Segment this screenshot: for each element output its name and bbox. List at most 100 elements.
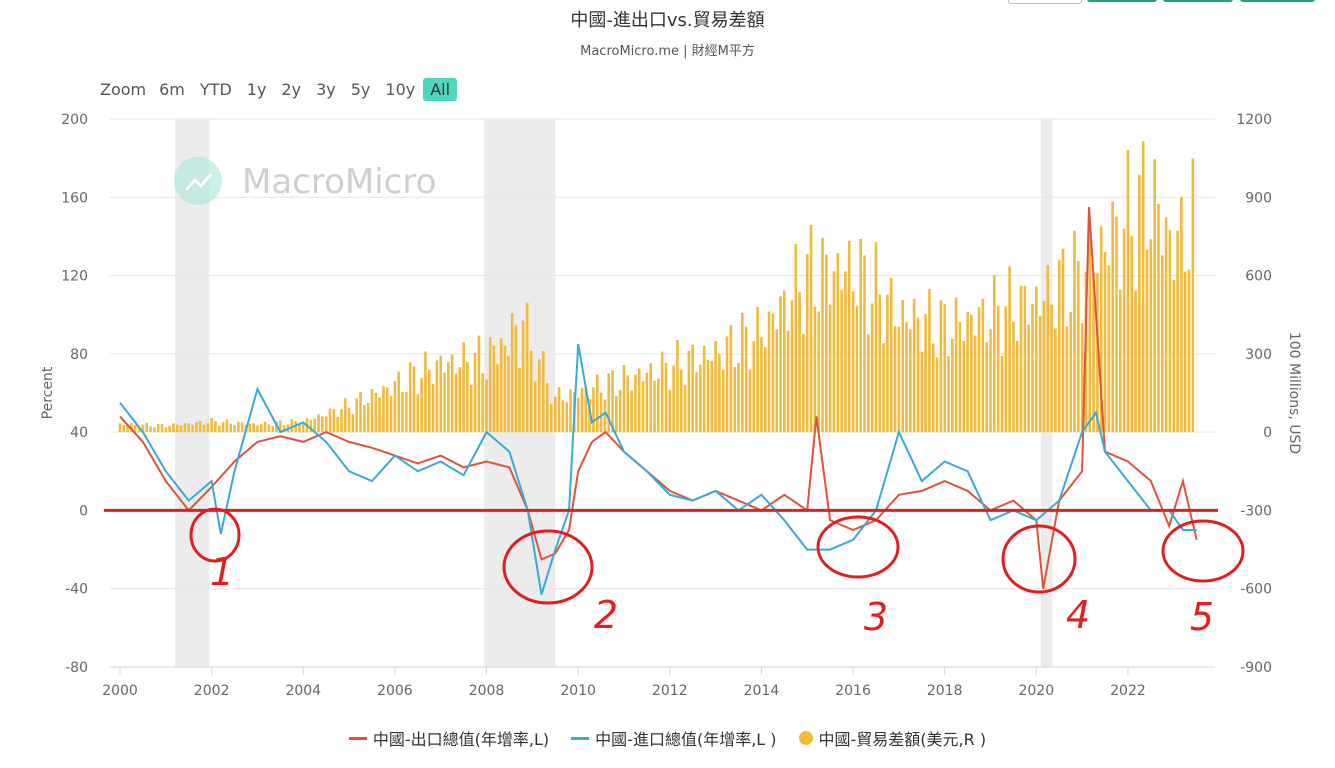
balance-bar [1080, 323, 1084, 433]
top-button-b[interactable] [1163, 0, 1233, 2]
legend-item-import[interactable]: 中國-進口總值(年增率,L ) [571, 726, 777, 750]
balance-bar [699, 364, 702, 433]
legend-item-balance[interactable]: 中國-貿易差額(美元,R ) [798, 726, 986, 750]
balance-bar [1099, 226, 1103, 433]
balance-bar [240, 422, 244, 433]
y-right-tick-label: -300 [1240, 503, 1272, 519]
x-tick-label: 2004 [285, 683, 321, 699]
balance-bar [217, 425, 221, 433]
balance-bar [145, 422, 149, 433]
balance-bar [420, 378, 423, 433]
range-button-6m[interactable]: 6m [152, 78, 192, 101]
balance-bar [1153, 159, 1156, 433]
balance-bar [370, 388, 374, 433]
balance-bar [1073, 230, 1076, 433]
balance-bar [901, 300, 904, 433]
range-button-2y[interactable]: 2y [274, 78, 308, 101]
balance-bar [233, 425, 236, 433]
top-button-print[interactable] [1008, 0, 1082, 4]
balance-bar [847, 240, 851, 433]
balance-bar [1015, 340, 1019, 433]
balance-bar [744, 326, 748, 433]
balance-bar [687, 350, 691, 433]
balance-bar [412, 366, 416, 433]
balance-bar [179, 425, 183, 433]
recession-band [174, 119, 210, 667]
range-button-10y[interactable]: 10y [378, 78, 422, 101]
balance-bar [603, 399, 607, 433]
x-tick-label: 2000 [102, 683, 138, 699]
balance-bar [729, 325, 733, 433]
balance-bar [309, 420, 313, 433]
balance-bar [1180, 196, 1183, 433]
balance-bar [324, 416, 328, 433]
range-button-1y[interactable]: 1y [240, 78, 274, 101]
range-button-ytd[interactable]: YTD [193, 78, 239, 101]
balance-bar [1122, 228, 1126, 433]
balance-bar [867, 334, 870, 433]
balance-bar [363, 405, 366, 433]
axes: -80 -40 0 40 80 120 160 200 -900 -600 -300 0 300 600 9… [40, 112, 1302, 699]
top-button-c[interactable] [1240, 0, 1315, 2]
balance-bar [1008, 266, 1011, 433]
balance-bar [870, 303, 874, 433]
top-button-a[interactable] [1087, 0, 1157, 2]
balance-bar [1012, 321, 1015, 433]
balance-bar [756, 307, 759, 433]
balance-bar [393, 381, 397, 433]
range-button-3y[interactable]: 3y [309, 78, 343, 101]
balance-bar [503, 345, 507, 433]
balance-bar [557, 387, 561, 433]
balance-bar [840, 290, 843, 433]
export-series-line[interactable] [119, 207, 1198, 589]
balance-bar [485, 379, 488, 433]
balance-bar [1134, 290, 1137, 433]
balance-bar [427, 369, 431, 433]
balance-bar [718, 354, 721, 433]
balance-bar [634, 374, 637, 433]
balance-bar [424, 351, 427, 433]
balance-bar [706, 359, 710, 433]
balance-bar [794, 244, 798, 433]
legend: 中國-出口總值(年增率,L) 中國-進口總值(年增率,L ) 中國-貿易差額(美… [0, 726, 1335, 750]
range-button-5y[interactable]: 5y [344, 78, 378, 101]
balance-bar [775, 329, 778, 433]
series-lines [119, 207, 1198, 595]
balance-bar [615, 396, 618, 433]
balance-bar [156, 423, 160, 433]
y-left-tick-label: 0 [79, 503, 88, 519]
x-tick-label: 2006 [377, 683, 413, 699]
x-tick-label: 2022 [1110, 683, 1146, 699]
legend-item-export[interactable]: 中國-出口總值(年增率,L) [348, 726, 549, 750]
balance-bar [187, 423, 191, 433]
balance-bar [645, 372, 649, 433]
balance-bar [1057, 260, 1061, 433]
balance-bar [533, 381, 537, 433]
balance-bar [863, 255, 866, 433]
balance-bar [1145, 249, 1149, 433]
balance-bar [1126, 149, 1130, 433]
import-series-line[interactable] [119, 343, 1197, 595]
balance-bar [607, 373, 611, 433]
range-button-all[interactable]: All [423, 77, 458, 101]
balance-bar [259, 424, 263, 433]
balance-bar [439, 355, 443, 433]
balance-bar [492, 345, 496, 433]
balance-bar [580, 387, 584, 433]
balance-bar [1050, 304, 1053, 433]
balance-bar [985, 342, 988, 433]
balance-bar [783, 290, 786, 433]
balance-bar [1000, 355, 1004, 433]
y-right-tick-label: 900 [1245, 190, 1272, 206]
balance-bar [137, 427, 141, 433]
balance-bar [1038, 315, 1042, 433]
balance-bar [126, 425, 129, 433]
balance-bar [267, 424, 271, 433]
hand-annotations: 1 2 3 4 5 [104, 507, 1245, 639]
balance-bar [317, 414, 320, 433]
balance-bar [458, 367, 462, 433]
y-left-tick-label: 200 [61, 112, 88, 128]
balance-bar [510, 313, 514, 433]
annotation-number: 4 [1066, 593, 1090, 637]
